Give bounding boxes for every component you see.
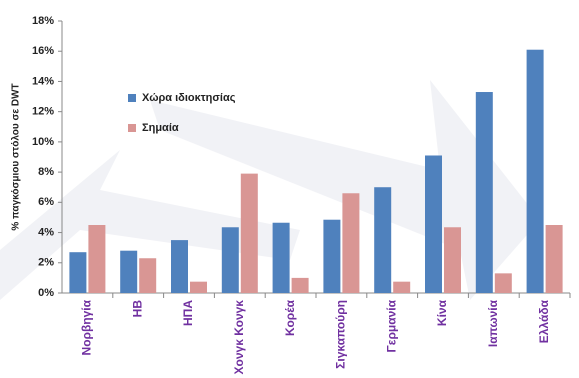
background-decoration <box>0 80 540 300</box>
bar <box>88 225 106 293</box>
x-tick-label: Κίνα <box>435 299 449 326</box>
legend-label: Σημαία <box>142 122 179 134</box>
y-tick-label: 2% <box>38 257 54 269</box>
bar <box>475 92 493 294</box>
bar <box>444 227 461 293</box>
x-tick-label: Νορβηγία <box>80 299 94 355</box>
y-tick-label: 10% <box>32 136 54 148</box>
y-axis-label: % παγκόσμιου στόλου σε DWT <box>11 83 22 230</box>
y-tick-label: 4% <box>38 226 54 238</box>
y-tick-label: 14% <box>32 75 54 87</box>
y-tick-label: 6% <box>38 196 54 208</box>
bar <box>374 187 392 293</box>
y-tick-label: 16% <box>32 45 54 57</box>
bar <box>240 173 258 293</box>
bar <box>545 225 563 293</box>
bar <box>393 281 411 293</box>
x-tick-label: Κορέα <box>283 299 297 336</box>
x-tick-label: Ιαπωνία <box>486 299 500 347</box>
x-tick-label: Γερμανία <box>384 299 398 352</box>
x-tick-label: Σιγκαπούρη <box>334 300 348 369</box>
bar <box>190 281 207 293</box>
x-tick-label: Χονγκ Κονγκ <box>232 300 246 375</box>
y-tick-label: 8% <box>38 166 54 178</box>
y-tick-label: 12% <box>32 106 54 118</box>
bar <box>171 240 188 293</box>
bar <box>221 227 239 293</box>
legend-swatch <box>128 94 136 102</box>
x-tick-label: ΗΒ <box>130 300 144 318</box>
legend-label: Χώρα ιδιοκτησίας <box>142 92 236 104</box>
bar <box>139 258 157 293</box>
x-tick-label: ΗΠΑ <box>181 300 195 326</box>
bar <box>120 250 138 293</box>
bar <box>272 222 290 293</box>
bar <box>69 252 87 293</box>
legend-swatch <box>128 124 136 132</box>
bar <box>494 273 512 293</box>
y-tick-label: 0% <box>38 287 54 299</box>
bar <box>526 49 544 293</box>
x-tick-label: Ελλάδα <box>537 299 551 343</box>
y-tick-label: 18% <box>32 15 54 27</box>
bar <box>342 193 360 293</box>
bar <box>291 277 309 293</box>
bar <box>323 219 341 293</box>
bar <box>425 155 442 293</box>
